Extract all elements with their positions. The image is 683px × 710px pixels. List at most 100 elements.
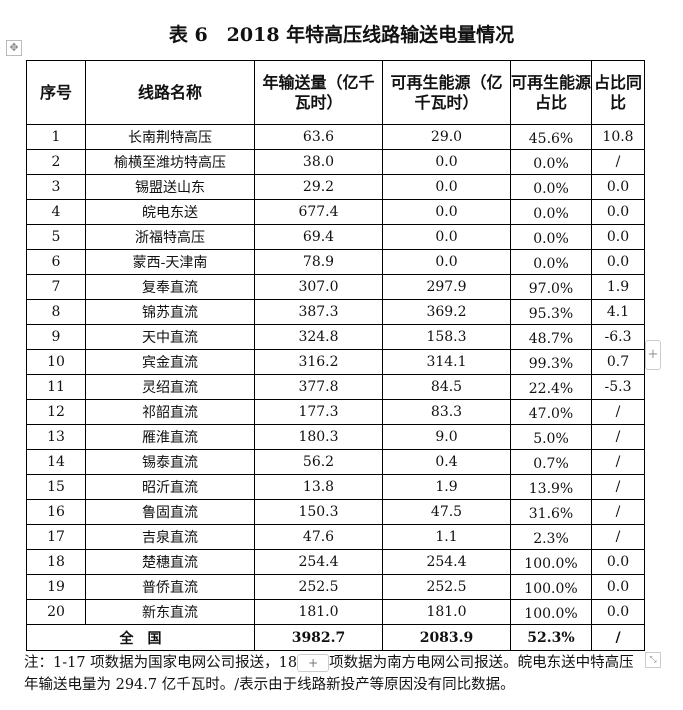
cell-renewable: 369.2 (382, 299, 511, 325)
cell-share: 0.0% (510, 249, 592, 275)
cell-index: 15 (26, 474, 86, 500)
cell-yoy: 0.7 (591, 349, 645, 375)
cell-line-name: 新东直流 (85, 599, 255, 625)
cell-renewable: 1.1 (382, 524, 511, 550)
cell-share: 100.0% (510, 574, 592, 600)
cell-yoy: / (591, 399, 645, 425)
cell-index: 6 (26, 249, 86, 275)
cell-share: 0.0% (510, 149, 592, 175)
table-row: 19 普侨直流 252.5 252.5 100.0% 0.0 (26, 574, 645, 600)
cell-line-name: 鲁固直流 (85, 499, 255, 525)
cell-index: 8 (26, 299, 86, 325)
cell-line-name: 昭沂直流 (85, 474, 255, 500)
cell-renewable: 0.0 (382, 199, 511, 225)
data-table: 序号 线路名称 年输送量（亿千瓦时） 可再生能源（亿千瓦时） 可再生能源占比 占比同比 1… (26, 60, 645, 651)
add-row-plus-icon[interactable]: + (297, 654, 330, 672)
table-row: 8 锦苏直流 387.3 369.2 95.3% 4.1 (26, 299, 645, 325)
add-column-plus-icon[interactable]: + (645, 340, 661, 370)
cell-yoy: -5.3 (591, 374, 645, 400)
cell-annual: 387.3 (254, 299, 383, 325)
cell-annual: 180.3 (254, 424, 383, 450)
table-row: 5 浙福特高压 69.4 0.0 0.0% 0.0 (26, 224, 645, 250)
cell-annual: 69.4 (254, 224, 383, 250)
cell-share: 22.4% (510, 374, 592, 400)
cell-line-name: 皖电东送 (85, 199, 255, 225)
table-title: 表 6 2018 年特高压线路输送电量情况 (168, 24, 515, 46)
cell-line-name: 楚穗直流 (85, 549, 255, 575)
cell-index: 11 (26, 374, 86, 400)
total-share: 52.3% (510, 624, 592, 651)
cell-yoy: -6.3 (591, 324, 645, 350)
cell-annual: 254.4 (254, 549, 383, 575)
cell-renewable: 1.9 (382, 474, 511, 500)
table-row: 10 宾金直流 316.2 314.1 99.3% 0.7 (26, 349, 645, 375)
cell-line-name: 浙福特高压 (85, 224, 255, 250)
cell-renewable: 29.0 (382, 124, 511, 150)
cell-share: 47.0% (510, 399, 592, 425)
cell-line-name: 锦苏直流 (85, 299, 255, 325)
cell-line-name: 锡泰直流 (85, 449, 255, 475)
resize-icon[interactable]: ⤡ (645, 652, 661, 668)
cell-annual: 38.0 (254, 149, 383, 175)
cell-share: 31.6% (510, 499, 592, 525)
cell-annual: 47.6 (254, 524, 383, 550)
cell-yoy: 0.0 (591, 224, 645, 250)
cell-yoy: / (591, 424, 645, 450)
cell-share: 100.0% (510, 599, 592, 625)
cell-share: 97.0% (510, 274, 592, 300)
cell-yoy: / (591, 499, 645, 525)
cell-renewable: 158.3 (382, 324, 511, 350)
cell-index: 16 (26, 499, 86, 525)
table-move-handle-icon[interactable]: ✥ (6, 40, 22, 56)
cell-yoy: 0.0 (591, 249, 645, 275)
cell-yoy: 0.0 (591, 574, 645, 600)
cell-index: 17 (26, 524, 86, 550)
cell-renewable: 0.0 (382, 174, 511, 200)
table-row: 17 吉泉直流 47.6 1.1 2.3% / (26, 524, 645, 550)
total-label: 全 国 (26, 624, 255, 651)
cell-line-name: 复奉直流 (85, 274, 255, 300)
cell-line-name: 天中直流 (85, 324, 255, 350)
cell-renewable: 254.4 (382, 549, 511, 575)
cell-annual: 307.0 (254, 274, 383, 300)
cell-renewable: 47.5 (382, 499, 511, 525)
cell-index: 18 (26, 549, 86, 575)
cell-line-name: 榆横至潍坊特高压 (85, 149, 255, 175)
cell-share: 48.7% (510, 324, 592, 350)
cell-share: 2.3% (510, 524, 592, 550)
cell-yoy: 0.0 (591, 549, 645, 575)
note-part1: 注：1-17 项数据为国家电网公司报送，18 (24, 655, 298, 671)
table-row: 7 复奉直流 307.0 297.9 97.0% 1.9 (26, 274, 645, 300)
cell-annual: 63.6 (254, 124, 383, 150)
cell-share: 13.9% (510, 474, 592, 500)
table-row: 12 祁韶直流 177.3 83.3 47.0% / (26, 399, 645, 425)
cell-annual: 181.0 (254, 599, 383, 625)
cell-renewable: 314.1 (382, 349, 511, 375)
cell-line-name: 雁淮直流 (85, 424, 255, 450)
table-row: 9 天中直流 324.8 158.3 48.7% -6.3 (26, 324, 645, 350)
cell-line-name: 吉泉直流 (85, 524, 255, 550)
cell-index: 14 (26, 449, 86, 475)
cell-share: 45.6% (510, 124, 592, 150)
cell-index: 1 (26, 124, 86, 150)
cell-yoy: / (591, 524, 645, 550)
note-part2: 项数据为南方电网公司报送。皖电东送中特高压年输送电量为 294.7 亿千瓦时。/… (24, 655, 634, 693)
cell-index: 7 (26, 274, 86, 300)
header-col-line-name: 线路名称 (85, 60, 255, 125)
cell-annual: 29.2 (254, 174, 383, 200)
cell-renewable: 0.0 (382, 249, 511, 275)
cell-renewable: 0.4 (382, 449, 511, 475)
cell-renewable: 83.3 (382, 399, 511, 425)
header-col-renewable: 可再生能源（亿千瓦时） (382, 60, 511, 125)
cell-yoy: 10.8 (591, 124, 645, 150)
table-row: 20 新东直流 181.0 181.0 100.0% 0.0 (26, 599, 645, 625)
cell-renewable: 297.9 (382, 274, 511, 300)
cell-share: 0.0% (510, 199, 592, 225)
cell-index: 13 (26, 424, 86, 450)
cell-line-name: 蒙西-天津南 (85, 249, 255, 275)
cell-share: 0.7% (510, 449, 592, 475)
cell-yoy: / (591, 474, 645, 500)
cell-renewable: 0.0 (382, 224, 511, 250)
cell-yoy: 1.9 (591, 274, 645, 300)
cell-line-name: 锡盟送山东 (85, 174, 255, 200)
